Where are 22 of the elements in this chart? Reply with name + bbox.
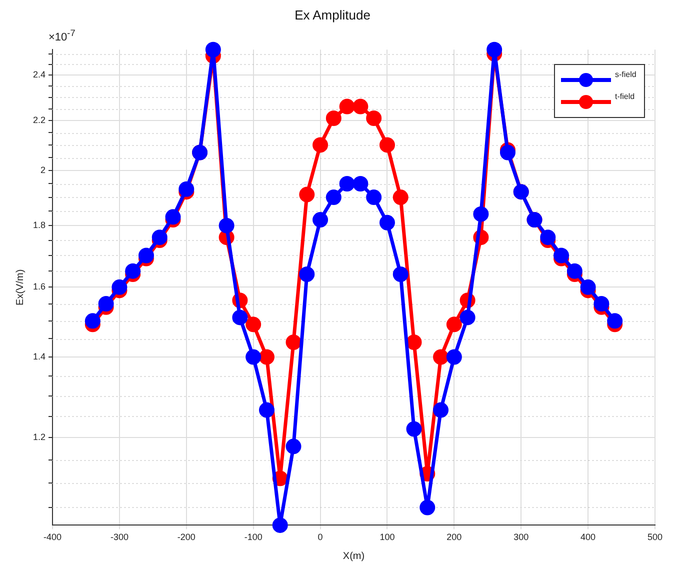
legend-box: s-field t-field [554, 64, 646, 118]
x-tick-label: 300 [514, 532, 529, 542]
chart-title: Ex Amplitude [294, 7, 370, 22]
x-tick-label: 200 [446, 532, 462, 542]
y-tick-label: 2.2 [32, 115, 46, 126]
x-tick-label: 0 [318, 532, 323, 542]
y-tick-label: 2 [40, 164, 46, 175]
x-tick-label: -100 [244, 532, 262, 542]
x-tick-label: -400 [44, 532, 62, 542]
y-tick-label: 1.4 [32, 351, 46, 362]
y-tick-label: 1.8 [32, 220, 46, 230]
x-tick-label: 500 [647, 532, 663, 542]
y-tick-label: 2.4 [32, 70, 46, 80]
x-axis-title: X(m) [342, 550, 365, 562]
text: ×10$^{-7}$ [48, 28, 76, 44]
x-tick-label: 400 [580, 532, 596, 542]
x-tick-label: -300 [110, 532, 128, 542]
y-axis-title: Ex(V/m) [14, 269, 26, 306]
x-tick-label: 100 [380, 532, 395, 542]
y-tick-label: 1.2 [32, 432, 46, 442]
y-tick-label: 1.6 [32, 282, 46, 292]
x-tick-label: -200 [177, 532, 196, 542]
